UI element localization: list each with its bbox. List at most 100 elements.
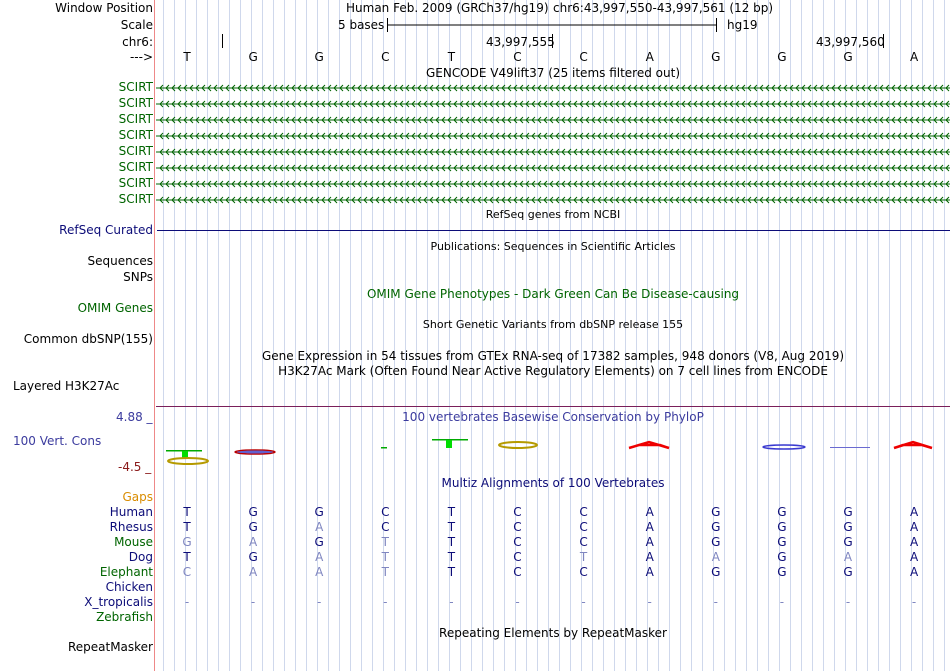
multiz-species-label[interactable]: Rhesus bbox=[109, 520, 153, 534]
gencode-transcript-feature[interactable] bbox=[156, 115, 950, 125]
strand-chevron bbox=[843, 148, 848, 156]
gencode-transcript-label[interactable]: SCIRT bbox=[118, 144, 153, 158]
strand-chevron bbox=[741, 116, 746, 124]
strand-chevron bbox=[549, 84, 554, 92]
gencode-transcript-feature[interactable] bbox=[156, 83, 950, 93]
strand-chevron bbox=[681, 132, 686, 140]
strand-chevron bbox=[735, 196, 740, 204]
strand-chevron bbox=[741, 100, 746, 108]
gencode-transcript-feature[interactable] bbox=[156, 163, 950, 173]
strand-chevron bbox=[837, 100, 842, 108]
dbsnp-label[interactable]: Common dbSNP(155) bbox=[23, 332, 153, 346]
gencode-transcript-feature[interactable] bbox=[156, 179, 950, 189]
strand-chevron bbox=[735, 84, 740, 92]
gridline bbox=[603, 0, 604, 671]
strand-chevron bbox=[237, 132, 242, 140]
strand-chevron bbox=[735, 116, 740, 124]
strand-chevron bbox=[345, 116, 350, 124]
gencode-transcript-label[interactable]: SCIRT bbox=[118, 160, 153, 174]
strand-chevron bbox=[675, 100, 680, 108]
strand-chevron bbox=[651, 180, 656, 188]
strand-chevron bbox=[315, 180, 320, 188]
strand-chevron bbox=[627, 100, 632, 108]
strand-chevron bbox=[753, 84, 758, 92]
strand-chevron bbox=[309, 132, 314, 140]
gencode-transcript-feature[interactable] bbox=[156, 147, 950, 157]
gencode-transcript-feature[interactable] bbox=[156, 99, 950, 109]
strand-chevron bbox=[285, 84, 290, 92]
refseq-label[interactable]: RefSeq Curated bbox=[59, 223, 153, 237]
h3k27ac-label[interactable]: Layered H3K27Ac bbox=[13, 379, 120, 393]
strand-chevron bbox=[399, 164, 404, 172]
gencode-transcript-label[interactable]: SCIRT bbox=[118, 192, 153, 206]
omim-label[interactable]: OMIM Genes bbox=[77, 301, 153, 315]
strand-chevron bbox=[603, 164, 608, 172]
repeatmasker-label[interactable]: RepeatMasker bbox=[67, 640, 153, 654]
strand-chevron bbox=[363, 132, 368, 140]
multiz-species-label[interactable]: Elephant bbox=[99, 565, 153, 579]
strand-chevron bbox=[663, 116, 668, 124]
strand-chevron bbox=[453, 180, 458, 188]
gencode-transcript-label[interactable]: SCIRT bbox=[118, 112, 153, 126]
strand-chevron bbox=[819, 100, 824, 108]
strand-chevron bbox=[741, 164, 746, 172]
strand-chevron bbox=[165, 84, 170, 92]
strand-chevron bbox=[321, 84, 326, 92]
strand-chevron bbox=[165, 196, 170, 204]
gridline bbox=[658, 0, 659, 671]
strand-chevron bbox=[741, 132, 746, 140]
strand-chevron bbox=[945, 180, 950, 188]
strand-chevron bbox=[795, 84, 800, 92]
strand-chevron bbox=[873, 100, 878, 108]
refseq-gene-line[interactable] bbox=[157, 230, 950, 231]
strand-chevron bbox=[507, 164, 512, 172]
multiz-species-label[interactable]: Chicken bbox=[105, 580, 153, 594]
strand-chevron bbox=[435, 148, 440, 156]
gencode-transcript-feature[interactable] bbox=[156, 131, 950, 141]
strand-chevron bbox=[735, 100, 740, 108]
strand-chevron bbox=[447, 132, 452, 140]
snps-label[interactable]: SNPs bbox=[123, 270, 153, 284]
scale-text: 5 bases bbox=[338, 18, 385, 32]
strand-chevron bbox=[585, 164, 590, 172]
strand-chevron bbox=[225, 148, 230, 156]
strand-chevron bbox=[531, 84, 536, 92]
strand-chevron bbox=[615, 84, 620, 92]
strand-chevron bbox=[417, 180, 422, 188]
strand-chevron bbox=[183, 100, 188, 108]
multiz-species-label[interactable]: Human bbox=[109, 505, 153, 519]
strand-chevron bbox=[843, 132, 848, 140]
strand-chevron bbox=[573, 164, 578, 172]
strand-chevron bbox=[897, 164, 902, 172]
strand-chevron bbox=[321, 196, 326, 204]
gencode-transcript-label[interactable]: SCIRT bbox=[118, 80, 153, 94]
phylop-label[interactable]: 100 Vert. Cons bbox=[13, 434, 102, 448]
strand-chevron bbox=[741, 84, 746, 92]
gencode-transcript-feature[interactable] bbox=[156, 195, 950, 205]
strand-chevron bbox=[555, 196, 560, 204]
strand-chevron bbox=[567, 148, 572, 156]
strand-chevron bbox=[411, 116, 416, 124]
h3k27ac-title: H3K27Ac Mark (Often Found Near Active Re… bbox=[278, 364, 828, 378]
gencode-transcript-label[interactable]: SCIRT bbox=[118, 176, 153, 190]
strand-chevron bbox=[603, 100, 608, 108]
sequences-label[interactable]: Sequences bbox=[87, 254, 153, 268]
strand-chevron bbox=[489, 148, 494, 156]
gridline bbox=[460, 0, 461, 671]
gencode-transcript-label[interactable]: SCIRT bbox=[118, 96, 153, 110]
strand-chevron bbox=[189, 84, 194, 92]
strand-chevron bbox=[255, 196, 260, 204]
multiz-species-label[interactable]: Zebrafish bbox=[96, 610, 153, 624]
strand-chevron bbox=[627, 84, 632, 92]
multiz-species-label[interactable]: Mouse bbox=[114, 535, 153, 549]
strand-chevron bbox=[369, 148, 374, 156]
gridline bbox=[548, 0, 549, 671]
strand-chevron bbox=[351, 148, 356, 156]
multiz-species-label[interactable]: X_tropicalis bbox=[84, 595, 153, 609]
gaps-label[interactable]: Gaps bbox=[122, 490, 153, 504]
strand-chevron bbox=[717, 180, 722, 188]
multiz-aligned-base: T bbox=[447, 565, 456, 579]
multiz-species-label[interactable]: Dog bbox=[128, 550, 153, 564]
gencode-transcript-label[interactable]: SCIRT bbox=[118, 128, 153, 142]
